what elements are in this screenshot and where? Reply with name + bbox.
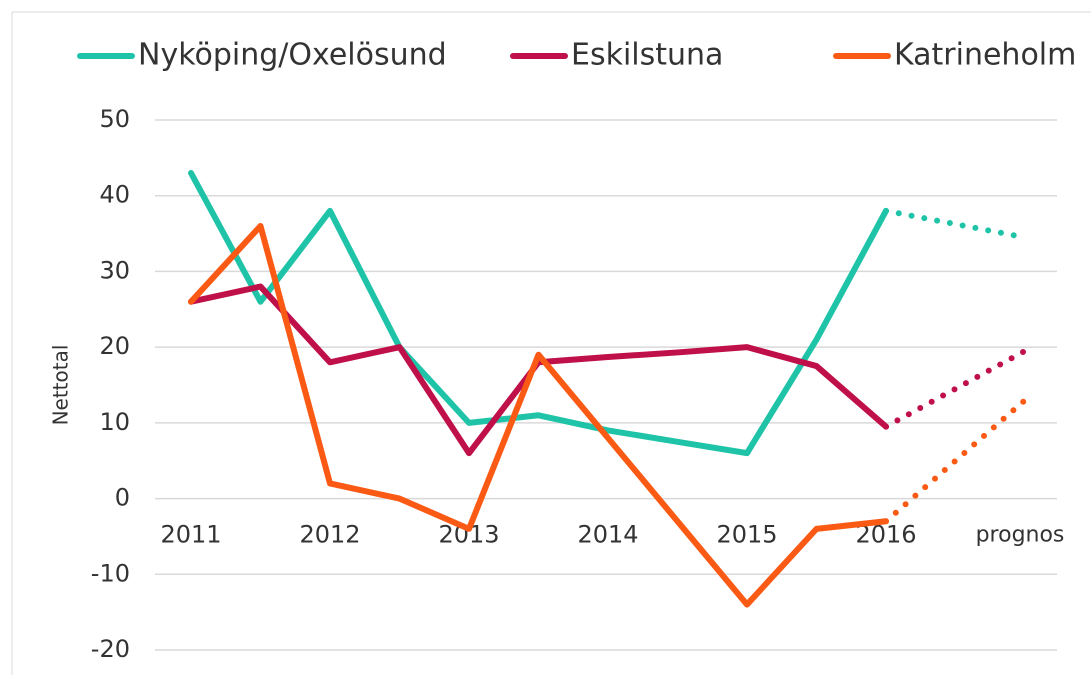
x-tick-label: 2012 — [299, 521, 360, 549]
y-tick-label: 50 — [99, 105, 130, 133]
x-tick-label: 2015 — [716, 521, 777, 549]
y-tick-label: 20 — [99, 332, 130, 360]
y-tick-label: 30 — [99, 256, 130, 284]
forecast-line — [883, 397, 1028, 525]
y-tick-label: -20 — [91, 635, 130, 663]
y-tick-label: -10 — [91, 559, 130, 587]
y-tick-label: 10 — [99, 408, 130, 436]
y-axis-label: Nettotal — [49, 345, 73, 426]
legend-label: Katrineholm — [894, 38, 1076, 73]
forecast-line — [883, 347, 1028, 430]
x-tick-label: 2011 — [160, 521, 221, 549]
y-tick-label: 0 — [115, 484, 130, 512]
x-tick-label: prognos — [976, 523, 1065, 548]
forecast-line — [883, 207, 1028, 241]
series-line — [188, 283, 889, 457]
y-tick-label: 40 — [99, 181, 130, 209]
series-line — [188, 223, 889, 608]
x-tick-label: 2014 — [577, 521, 638, 549]
legend-label: Eskilstuna — [571, 38, 723, 73]
legend-label: Nyköping/Oxelösund — [138, 38, 447, 73]
series-line — [188, 170, 889, 457]
chart-border — [11, 11, 1091, 675]
